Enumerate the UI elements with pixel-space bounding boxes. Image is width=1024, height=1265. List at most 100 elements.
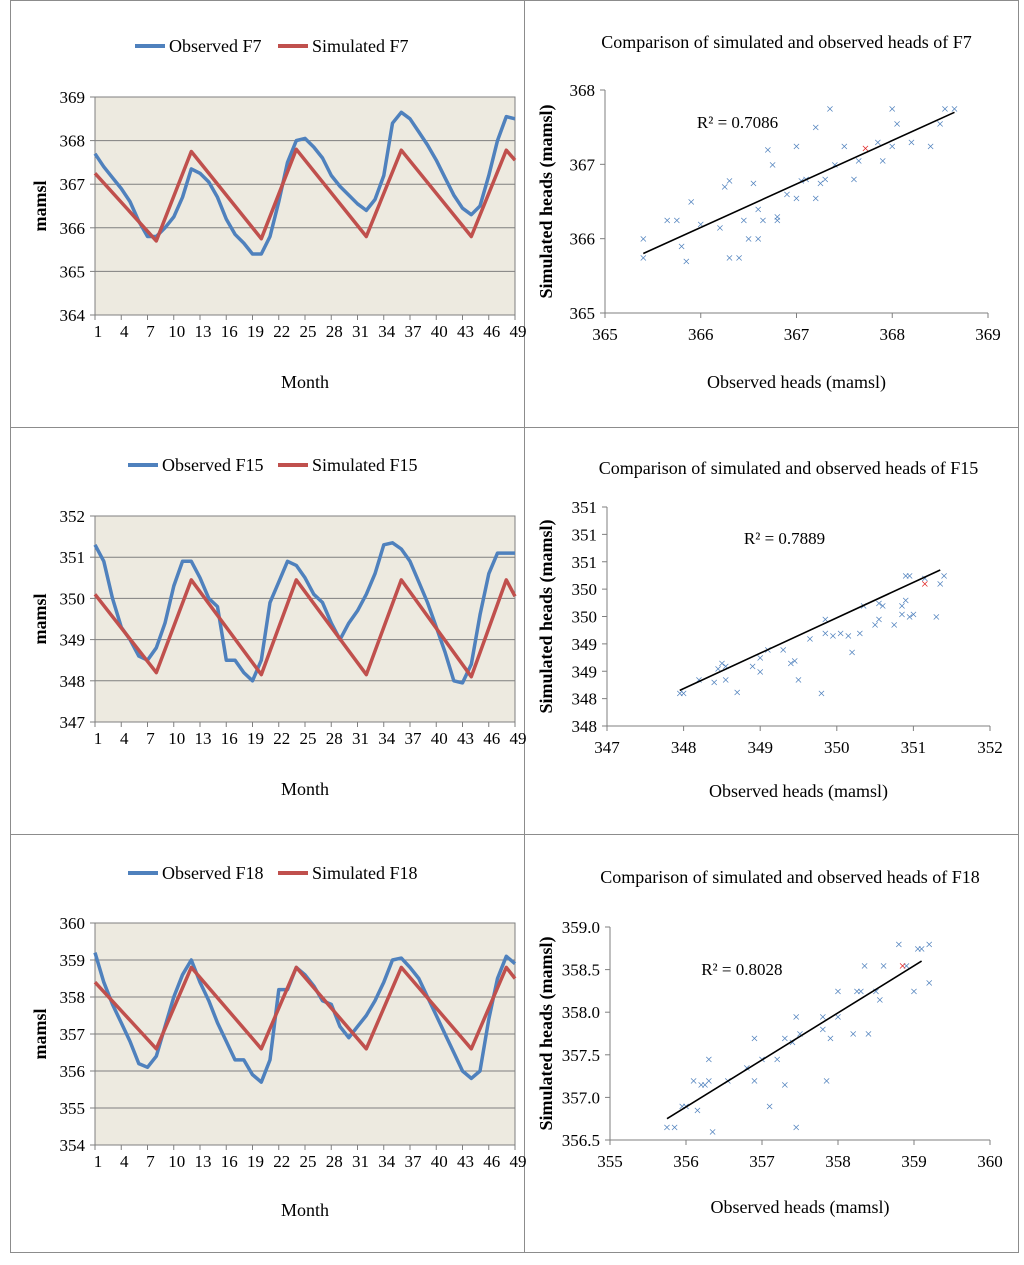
- data-point: ×: [874, 136, 882, 151]
- y-tick-label: 358.5: [562, 961, 600, 980]
- data-point: ×: [951, 103, 959, 118]
- data-point: ×: [754, 203, 762, 218]
- data-point: ×: [714, 663, 722, 678]
- legend-label: Simulated F18: [312, 863, 418, 883]
- y-tick-label: 347: [60, 713, 86, 732]
- y-tick-label: 360: [60, 914, 86, 933]
- data-point: ×: [879, 600, 887, 615]
- data-point: ×: [673, 214, 681, 229]
- x-axis-label: Observed heads (mamsl): [711, 1197, 890, 1218]
- x-tick-label: 369: [975, 325, 1001, 344]
- data-point: ×: [872, 985, 880, 1000]
- x-tick-label: 1: [94, 729, 103, 748]
- data-point: ×: [834, 985, 842, 1000]
- x-tick-label: 49: [510, 729, 527, 748]
- y-tick-label: 357.0: [562, 1088, 600, 1107]
- data-point: ×: [749, 177, 757, 192]
- data-point: ×: [793, 192, 801, 207]
- legend-label: Observed F7: [169, 36, 262, 56]
- y-tick-label: 368: [570, 81, 596, 100]
- x-tick-label: 31: [352, 1152, 369, 1171]
- data-point: ×: [726, 251, 734, 266]
- data-point: ×: [921, 572, 929, 587]
- x-tick-label: 13: [195, 322, 212, 341]
- series-line-simulated-f18: [93, 965, 517, 1051]
- x-tick-label: 46: [483, 729, 500, 748]
- x-tick-label: 16: [221, 729, 238, 748]
- x-tick-label: 34: [378, 322, 396, 341]
- y-tick-label: 350: [60, 589, 86, 608]
- data-point: ×: [791, 654, 799, 669]
- data-point: ×: [906, 569, 914, 584]
- x-tick-label: 37: [405, 322, 423, 341]
- x-tick-label: 22: [273, 1152, 290, 1171]
- data-point: ×: [773, 1053, 781, 1068]
- legend-label: Observed F15: [162, 455, 264, 475]
- data-point: ×: [829, 630, 837, 645]
- data-point: ×: [902, 594, 910, 609]
- data-point: ×: [773, 214, 781, 229]
- y-tick-label: 356: [60, 1062, 86, 1081]
- y-tick-label: 358: [60, 988, 86, 1007]
- data-point: ×: [848, 646, 856, 661]
- trendline: [642, 111, 955, 255]
- x-tick-label: 351: [901, 738, 927, 757]
- data-point: ×: [745, 233, 753, 248]
- data-point: ×: [705, 1053, 713, 1068]
- x-axis-label: Month: [281, 1200, 329, 1220]
- data-point: ×: [837, 627, 845, 642]
- y-tick-label: 364: [60, 306, 86, 325]
- data-point: ×: [663, 1121, 671, 1136]
- data-point: ×: [639, 251, 647, 266]
- data-point: ×: [871, 619, 879, 634]
- trendline: [679, 569, 941, 692]
- x-tick-label: 4: [120, 322, 129, 341]
- x-tick-label: 366: [688, 325, 714, 344]
- x-tick-label: 7: [146, 322, 155, 341]
- data-point: ×: [880, 959, 888, 974]
- trendline: [666, 960, 923, 1120]
- chart-f7-timeseries: 364 365 366 367 368 369 1 4 7 10 13 16 19 22 25 28 31 34 3…: [30, 36, 527, 392]
- data-point: ×: [697, 218, 705, 233]
- y-tick-label: 350: [572, 580, 598, 599]
- data-point: ×: [764, 143, 772, 158]
- chart-f18-timeseries: 354 355 356 357 358 359 360 1 4 7 10 13 16 19 22 25 28 31…: [30, 863, 527, 1220]
- data-point: ×: [796, 1028, 804, 1043]
- x-axis-label: Month: [281, 372, 329, 392]
- plot-area: [94, 515, 516, 723]
- y-axis-label: mamsl: [30, 594, 50, 645]
- legend-label: Observed F18: [162, 863, 264, 883]
- data-point: ×: [718, 657, 726, 672]
- y-tick-label: 359: [60, 951, 86, 970]
- data-point: ×: [806, 632, 814, 647]
- data-point: ×: [844, 630, 852, 645]
- data-point: ×: [936, 578, 944, 593]
- x-tick-label: 49: [510, 322, 527, 341]
- data-point-highlight: ×: [861, 142, 869, 157]
- data-point: ×: [792, 1121, 800, 1136]
- data-point: ×: [639, 233, 647, 248]
- y-tick-label: 351: [60, 548, 86, 567]
- legend-label: Simulated F7: [312, 36, 409, 56]
- x-tick-label: 34: [378, 1152, 396, 1171]
- x-tick-label: 49: [510, 1152, 527, 1171]
- series-line-simulated-f15: [93, 578, 517, 679]
- data-point: ×: [733, 686, 741, 701]
- y-tick-label: 349: [60, 631, 86, 650]
- data-point: ×: [925, 938, 933, 953]
- x-tick-label: 37: [405, 729, 423, 748]
- data-point: ×: [898, 600, 906, 615]
- x-tick-label: 43: [457, 729, 474, 748]
- chart-title: Comparison of simulated and observed hea…: [600, 867, 979, 887]
- x-tick-label: 359: [901, 1152, 927, 1171]
- y-tick-label: 354: [60, 1136, 86, 1155]
- data-point: ×: [818, 687, 826, 702]
- data-point: ×: [701, 1079, 709, 1094]
- data-point: ×: [861, 959, 869, 974]
- x-tick-label: 43: [457, 1152, 474, 1171]
- data-point: ×: [875, 597, 883, 612]
- y-tick-label: 348: [572, 717, 598, 736]
- data-point: ×: [879, 155, 887, 170]
- data-point: ×: [819, 1023, 827, 1038]
- x-tick-label: 16: [221, 322, 238, 341]
